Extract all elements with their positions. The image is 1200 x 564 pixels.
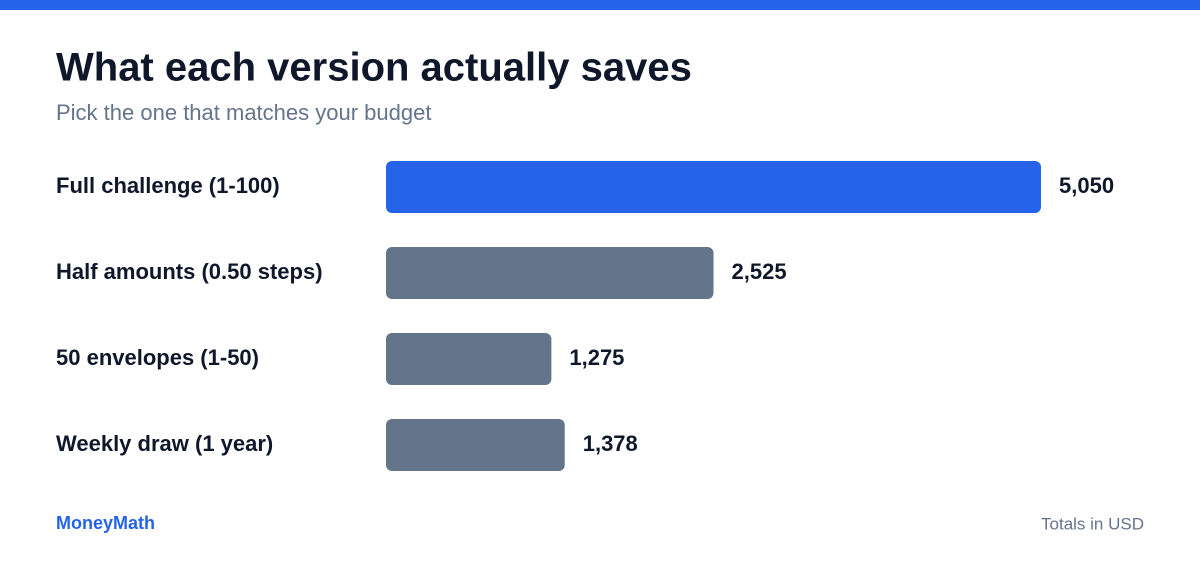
category-label: Full challenge (1-100) — [56, 173, 280, 198]
value-label: 1,275 — [569, 345, 624, 370]
value-label: 5,050 — [1059, 173, 1114, 198]
value-label: 1,378 — [583, 431, 638, 456]
category-label: Half amounts (0.50 steps) — [56, 259, 323, 284]
bar — [386, 161, 1041, 213]
chart-title: What each version actually saves — [56, 46, 692, 90]
bar — [386, 333, 552, 385]
top-band — [0, 0, 1200, 10]
brand: MoneyMath — [56, 513, 155, 533]
chart-subtitle: Pick the one that matches your budget — [56, 100, 431, 125]
note: Totals in USD — [1041, 514, 1144, 533]
category-label: Weekly draw (1 year) — [56, 431, 273, 456]
category-label: 50 envelopes (1-50) — [56, 345, 259, 370]
value-label: 2,525 — [732, 259, 787, 284]
bar — [386, 419, 565, 471]
bar — [386, 247, 714, 299]
